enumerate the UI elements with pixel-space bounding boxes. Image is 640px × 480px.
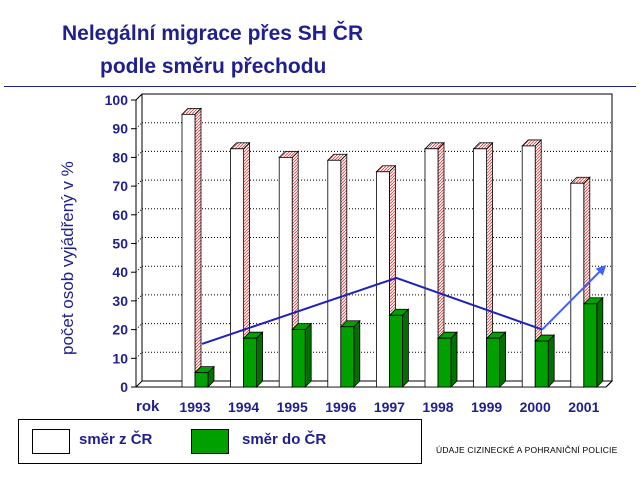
bar-in-1995-side: [304, 322, 312, 388]
bar-in-1997-side: [401, 308, 409, 388]
legend-swatch-out: [32, 429, 70, 454]
bar-in-1994: [243, 337, 258, 388]
plot-edge: [605, 380, 613, 388]
y-axis-label: počet osob vyjádřený v %: [58, 161, 77, 355]
bar-out-1997: [375, 171, 390, 388]
bar-out-2001: [570, 182, 585, 388]
bar-in-1995: [291, 329, 306, 388]
bar-in-1997: [388, 314, 403, 388]
x-tick-label: 1997: [374, 399, 405, 415]
bar-out-1998: [424, 148, 439, 388]
x-tick-label: 2000: [520, 399, 551, 415]
bar-out-1999: [473, 148, 488, 388]
title-divider: [4, 86, 636, 87]
x-tick-label: 1995: [277, 399, 308, 415]
x-tick-label: 1994: [228, 399, 259, 415]
gridline-side: [135, 151, 143, 158]
x-axis-label: rok: [136, 398, 160, 415]
x-tick-label: 1999: [471, 399, 502, 415]
y-tick-label: 50: [112, 236, 128, 252]
trend-line: [201, 276, 543, 345]
y-tick-label: 40: [112, 264, 128, 280]
source-note: ÚDAJE CIZINECKÉ A POHRANIČNÍ POLICIE: [436, 445, 618, 455]
y-tick-label: 10: [112, 350, 128, 366]
bar-out-1993-side: [194, 107, 202, 388]
legend-swatch-in: [191, 429, 229, 454]
plot-edge: [135, 93, 143, 101]
bar-in-1999: [486, 337, 501, 388]
y-tick-label: 100: [105, 92, 129, 108]
gridline-side: [135, 294, 143, 302]
x-tick-label: 1998: [422, 399, 453, 415]
y-tick-label: 90: [112, 121, 128, 137]
bar-out-1994: [230, 148, 245, 388]
bar-in-2000: [534, 340, 549, 388]
y-tick-label: 20: [112, 322, 128, 338]
chart-title-line2: podle směru přechodu: [100, 55, 327, 78]
x-tick-label: 2001: [568, 399, 599, 415]
gridline-side: [135, 179, 143, 187]
legend-label-in: směr do ČR: [242, 431, 327, 448]
bar-in-1998-side: [450, 331, 458, 388]
bar-in-2001: [583, 303, 598, 388]
y-tick-label: 60: [112, 207, 128, 223]
bar-in-1999-side: [499, 331, 507, 388]
y-tick-label: 80: [112, 149, 128, 165]
trend-arrow: [541, 265, 607, 331]
bar-in-1993: [194, 372, 209, 388]
y-tick-label: 0: [120, 379, 128, 395]
gridline-side: [135, 208, 143, 216]
legend: směr z ČR směr do ČR: [18, 419, 422, 464]
legend-label-out: směr z ČR: [79, 431, 153, 448]
bar-out-2000: [521, 145, 536, 388]
y-tick-label: 70: [112, 178, 128, 194]
bar-out-1996: [327, 159, 342, 388]
bar-in-1998: [437, 337, 452, 388]
x-tick-label: 1993: [179, 399, 210, 415]
x-tick-label: 1996: [325, 399, 356, 415]
bar-in-1994-side: [256, 331, 264, 388]
gridline-side: [135, 323, 143, 330]
bar-in-1996-side: [353, 319, 361, 388]
gridline-side: [135, 122, 143, 130]
y-tick-label: 30: [112, 293, 128, 309]
chart-title-line1: Nelegální migrace přes SH ČR: [62, 22, 364, 45]
gridline-side: [135, 265, 143, 273]
bar-in-2000-side: [547, 334, 555, 388]
bar-in-2001-side: [596, 296, 604, 388]
gridline-side: [135, 237, 143, 244]
bar-out-1995: [278, 156, 293, 388]
bar-out-1993: [181, 113, 196, 388]
bar-in-1996: [340, 326, 355, 388]
gridline-side: [135, 351, 143, 359]
